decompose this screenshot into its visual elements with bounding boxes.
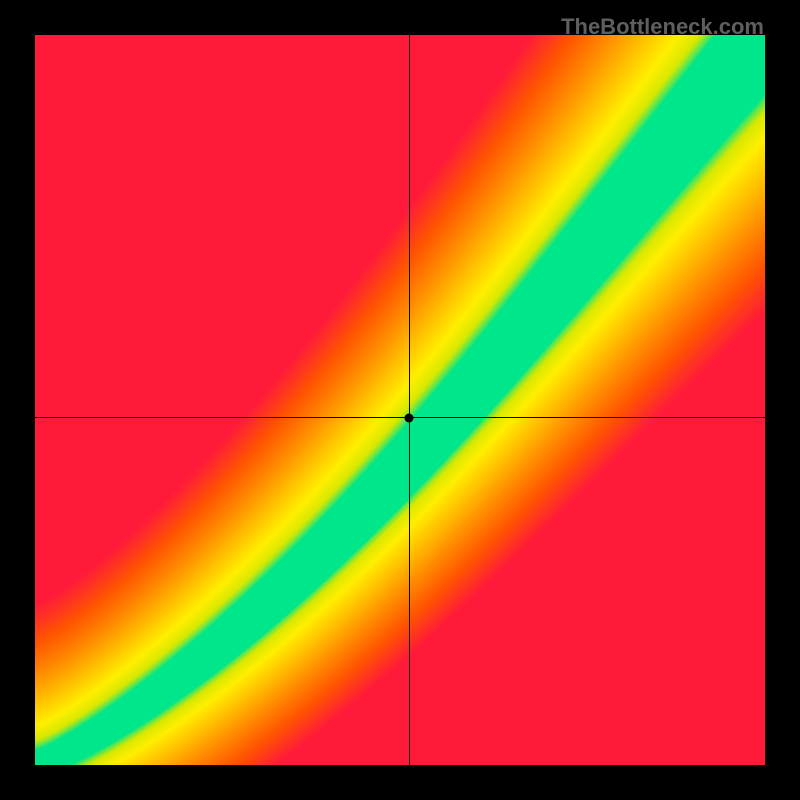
crosshair-vertical bbox=[409, 35, 410, 765]
chart-container: TheBottleneck.com bbox=[0, 0, 800, 800]
crosshair-horizontal bbox=[35, 417, 765, 418]
bottleneck-heatmap bbox=[35, 35, 765, 765]
crosshair-marker bbox=[405, 413, 414, 422]
watermark-text: TheBottleneck.com bbox=[561, 14, 764, 40]
